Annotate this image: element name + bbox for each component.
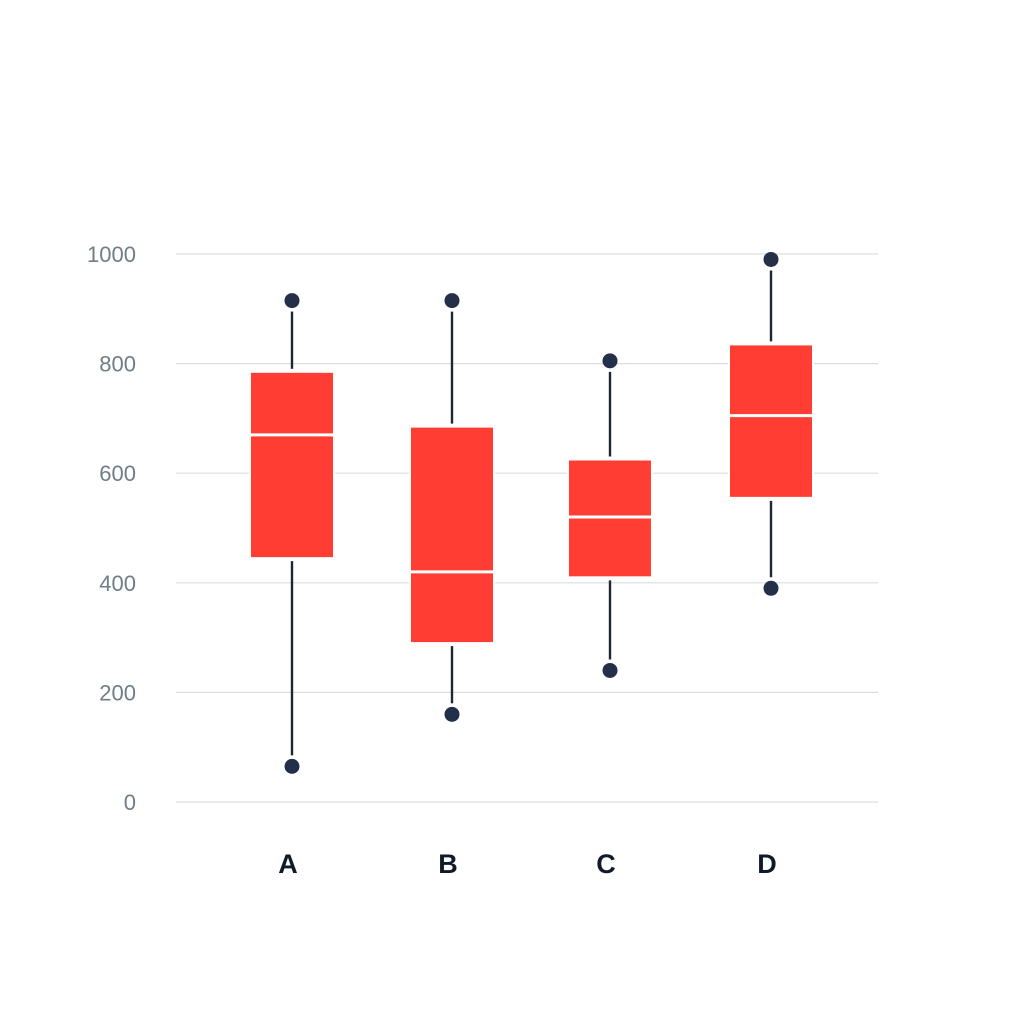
box-b	[409, 425, 495, 645]
y-tick-label-400: 400	[99, 571, 136, 596]
x-tick-label-a: A	[278, 849, 298, 879]
y-tick-label-800: 800	[99, 352, 136, 377]
min-point-d	[763, 580, 779, 596]
y-tick-label-1000: 1000	[87, 242, 136, 267]
max-point-c	[602, 353, 618, 369]
max-point-b	[444, 293, 460, 309]
x-axis-ticks: A B C D	[278, 849, 777, 879]
y-tick-label-600: 600	[99, 461, 136, 486]
y-tick-label-200: 200	[99, 680, 136, 705]
max-point-d	[763, 251, 779, 267]
x-tick-label-c: C	[596, 849, 616, 879]
y-tick-label-0: 0	[124, 790, 136, 815]
x-tick-label-b: B	[438, 849, 458, 879]
min-point-a	[284, 758, 300, 774]
box-a	[249, 370, 335, 560]
max-point-a	[284, 293, 300, 309]
min-point-c	[602, 662, 618, 678]
y-axis-ticks: 0 200 400 600 800 1000	[87, 242, 136, 815]
box-d	[728, 343, 814, 499]
box-layer	[249, 251, 814, 774]
min-point-b	[444, 706, 460, 722]
x-tick-label-d: D	[757, 849, 777, 879]
